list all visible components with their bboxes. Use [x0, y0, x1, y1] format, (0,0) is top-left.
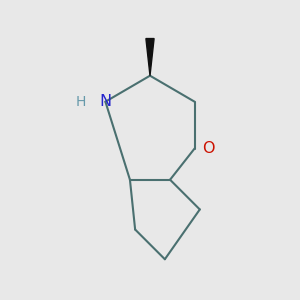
Polygon shape — [146, 38, 154, 76]
Text: N: N — [99, 94, 112, 109]
Text: O: O — [202, 141, 214, 156]
Text: H: H — [76, 95, 86, 109]
